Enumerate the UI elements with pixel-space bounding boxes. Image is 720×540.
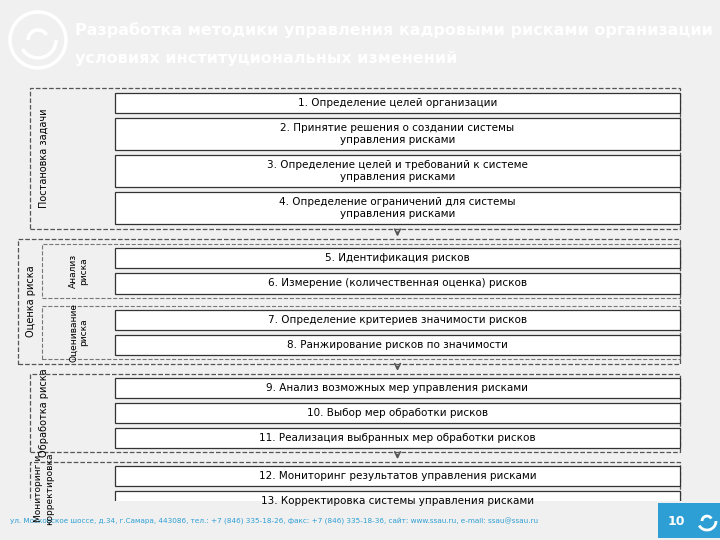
Text: Анализ
риска: Анализ риска [69, 254, 89, 288]
Text: 4. Определение ограничений для системы
управления рисками: 4. Определение ограничений для системы у… [279, 198, 516, 219]
Bar [30, 462, 680, 515]
Bar [30, 374, 680, 452]
Bar [18, 239, 680, 364]
Text: 8. Ранжирование рисков по значимости: 8. Ранжирование рисков по значимости [287, 340, 508, 350]
Text: 13. Корректировка системы управления рисками: 13. Корректировка системы управления рис… [261, 496, 534, 506]
Text: 2. Принятие решения о создании системы
управления рисками: 2. Принятие решения о создании системы у… [280, 123, 515, 145]
Text: 10: 10 [667, 515, 685, 528]
Text: Обработка риска: Обработка риска [39, 369, 49, 457]
Text: условиях институциональных изменений: условиях институциональных изменений [75, 50, 457, 66]
Bar [115, 248, 680, 268]
Bar [42, 245, 680, 298]
Text: 11. Реализация выбранных мер обработки рисков: 11. Реализация выбранных мер обработки р… [259, 433, 536, 443]
Text: 1. Определение целей организации: 1. Определение целей организации [298, 98, 498, 108]
Text: 6. Измерение (количественная оценка) рисков: 6. Измерение (количественная оценка) рис… [268, 279, 527, 288]
Bar [115, 378, 680, 398]
Bar [115, 93, 680, 113]
Bar [115, 118, 680, 150]
Bar [115, 155, 680, 187]
Text: Мониторинг и
корректировка: Мониторинг и корректировка [34, 453, 54, 525]
Bar [115, 466, 680, 486]
Bar [658, 503, 694, 538]
Text: 3. Определение целей и требований к системе
управления рисками: 3. Определение целей и требований к сист… [267, 160, 528, 182]
Bar [115, 428, 680, 448]
Text: 5. Идентификация рисков: 5. Идентификация рисков [325, 253, 470, 264]
Bar [115, 192, 680, 224]
Bar [115, 335, 680, 355]
Text: Оценка риска: Оценка риска [26, 266, 36, 338]
Bar [115, 403, 680, 423]
Bar [30, 88, 680, 230]
Bar [115, 309, 680, 329]
Text: 7. Определение критериев значимости рисков: 7. Определение критериев значимости риск… [268, 315, 527, 325]
Bar [115, 273, 680, 294]
Text: Постановка задачи: Постановка задачи [39, 109, 49, 208]
Text: ул. Московское шоссе, д.34, г.Самара, 443086, тел.: +7 (846) 335-18-26, факс: +7: ул. Московское шоссе, д.34, г.Самара, 44… [10, 517, 538, 525]
Text: 10. Выбор мер обработки рисков: 10. Выбор мер обработки рисков [307, 408, 488, 418]
Text: Оценивание
риска: Оценивание риска [69, 302, 89, 362]
Bar [694, 503, 720, 538]
Text: 12. Мониторинг результатов управления рисками: 12. Мониторинг результатов управления ри… [258, 471, 536, 481]
Text: 9. Анализ возможных мер управления рисками: 9. Анализ возможных мер управления риска… [266, 383, 528, 393]
Text: Разработка методики управления кадровыми рисками организации в: Разработка методики управления кадровыми… [75, 22, 720, 38]
Bar [115, 491, 680, 511]
Bar [42, 306, 680, 359]
